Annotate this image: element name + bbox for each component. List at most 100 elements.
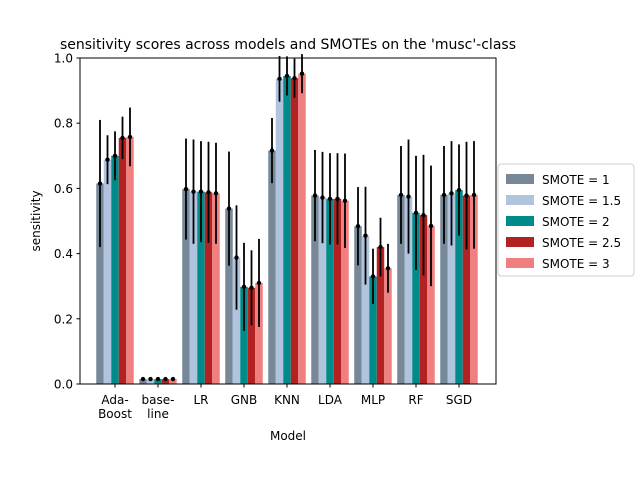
y-tick-label: 0.0 <box>54 378 73 392</box>
bar <box>161 379 170 384</box>
error-bar-point <box>327 196 333 202</box>
bar <box>118 137 127 384</box>
error-bar-point <box>163 376 168 382</box>
y-tick-label: 0.8 <box>54 117 73 131</box>
y-tick-label: 0.6 <box>54 182 73 196</box>
x-tick-label: Ada-Boost <box>98 393 132 421</box>
error-bar-point <box>370 274 376 279</box>
error-bar-point <box>148 376 153 382</box>
x-tick-label-line: Boost <box>98 407 132 421</box>
legend-swatch <box>506 237 534 247</box>
bar <box>212 193 220 384</box>
bar <box>126 136 134 384</box>
x-tick-label: base-line <box>142 393 175 421</box>
error-bar-point <box>456 187 462 193</box>
bar <box>384 268 392 384</box>
bar <box>283 75 291 385</box>
bar <box>146 379 155 384</box>
bar <box>404 196 413 384</box>
error-bar-point <box>234 255 239 260</box>
bar <box>225 208 233 384</box>
bar <box>298 73 306 384</box>
error-bar-point <box>471 192 477 198</box>
legend-swatch <box>506 258 534 268</box>
x-tick-label-line: LDA <box>318 393 343 407</box>
error-bar-point <box>105 157 110 162</box>
bar <box>154 379 162 384</box>
error-bar-point <box>140 376 146 382</box>
error-bar-point <box>277 76 282 82</box>
x-tick-label-line: SGD <box>446 393 472 407</box>
legend-label: SMOTE = 3 <box>542 257 610 271</box>
error-bar-point <box>292 76 297 81</box>
error-bar-point <box>226 206 232 211</box>
bar <box>341 200 349 384</box>
bar <box>455 190 463 384</box>
x-tick-label-line: Ada- <box>101 393 128 407</box>
chart-title: sensitivity scores across models and SMO… <box>60 37 516 53</box>
error-bar-point <box>406 194 411 199</box>
bar <box>311 195 319 384</box>
x-axis: Ada-Boost base-line LR GNB KNN LDA MLP RF SGD <box>98 384 472 421</box>
error-bar-point <box>363 233 368 238</box>
x-tick-label: LDA <box>318 393 343 407</box>
legend-swatch <box>506 174 534 184</box>
x-tick-label: LR <box>193 393 208 407</box>
error-bar-point <box>191 189 196 194</box>
error-bar-point <box>213 191 219 196</box>
bar <box>369 276 377 384</box>
x-tick-label: KNN <box>274 393 300 407</box>
bar <box>290 78 299 384</box>
bar <box>189 191 198 384</box>
error-bar-point <box>120 135 125 141</box>
error-bar-point <box>342 198 348 203</box>
bar <box>376 247 385 384</box>
x-tick-label: MLP <box>361 393 385 407</box>
bar <box>440 194 448 384</box>
y-axis-label: sensitivity <box>29 190 43 251</box>
error-bar-point <box>183 186 189 192</box>
error-bar-point <box>241 284 247 290</box>
legend-label: SMOTE = 2.5 <box>542 236 621 250</box>
bar <box>197 191 205 384</box>
bar <box>462 195 471 384</box>
x-tick-label-line: base- <box>142 393 175 407</box>
bar <box>169 379 177 384</box>
x-tick-label-line: KNN <box>274 393 300 407</box>
bars-layer <box>96 73 478 385</box>
bar <box>268 150 276 384</box>
legend-label: SMOTE = 1.5 <box>542 194 621 208</box>
error-bar-point <box>355 224 361 229</box>
y-tick-label: 0.2 <box>54 312 73 326</box>
bar <box>326 198 334 384</box>
error-bar-point <box>155 376 161 382</box>
error-bar-point <box>378 244 383 250</box>
x-tick-label-line: LR <box>193 393 208 407</box>
error-bar-point <box>284 73 290 79</box>
error-bar-point <box>97 181 103 186</box>
error-bars-layer <box>97 54 477 382</box>
legend-swatch <box>506 195 534 205</box>
legend-label: SMOTE = 2 <box>542 215 610 229</box>
error-bar-point <box>398 192 404 198</box>
legend-box <box>497 163 635 277</box>
bar <box>255 282 263 384</box>
error-bar-point <box>198 189 204 194</box>
bar <box>275 78 284 384</box>
error-bar-point <box>320 195 325 200</box>
y-axis: 0.0 0.2 0.4 0.6 0.8 1.0 <box>54 52 80 392</box>
error-bar-point <box>299 71 305 76</box>
bar <box>318 197 327 384</box>
bar <box>470 194 478 384</box>
x-tick-label-line: MLP <box>361 393 385 407</box>
bar <box>139 379 147 384</box>
bar <box>419 215 428 384</box>
error-bar-point <box>413 210 419 216</box>
x-tick-label-line: line <box>147 407 169 421</box>
bar <box>204 192 213 384</box>
bar <box>447 193 456 384</box>
bar <box>361 235 370 384</box>
x-tick-label: GNB <box>231 393 258 407</box>
y-tick-label: 1.0 <box>54 52 73 66</box>
